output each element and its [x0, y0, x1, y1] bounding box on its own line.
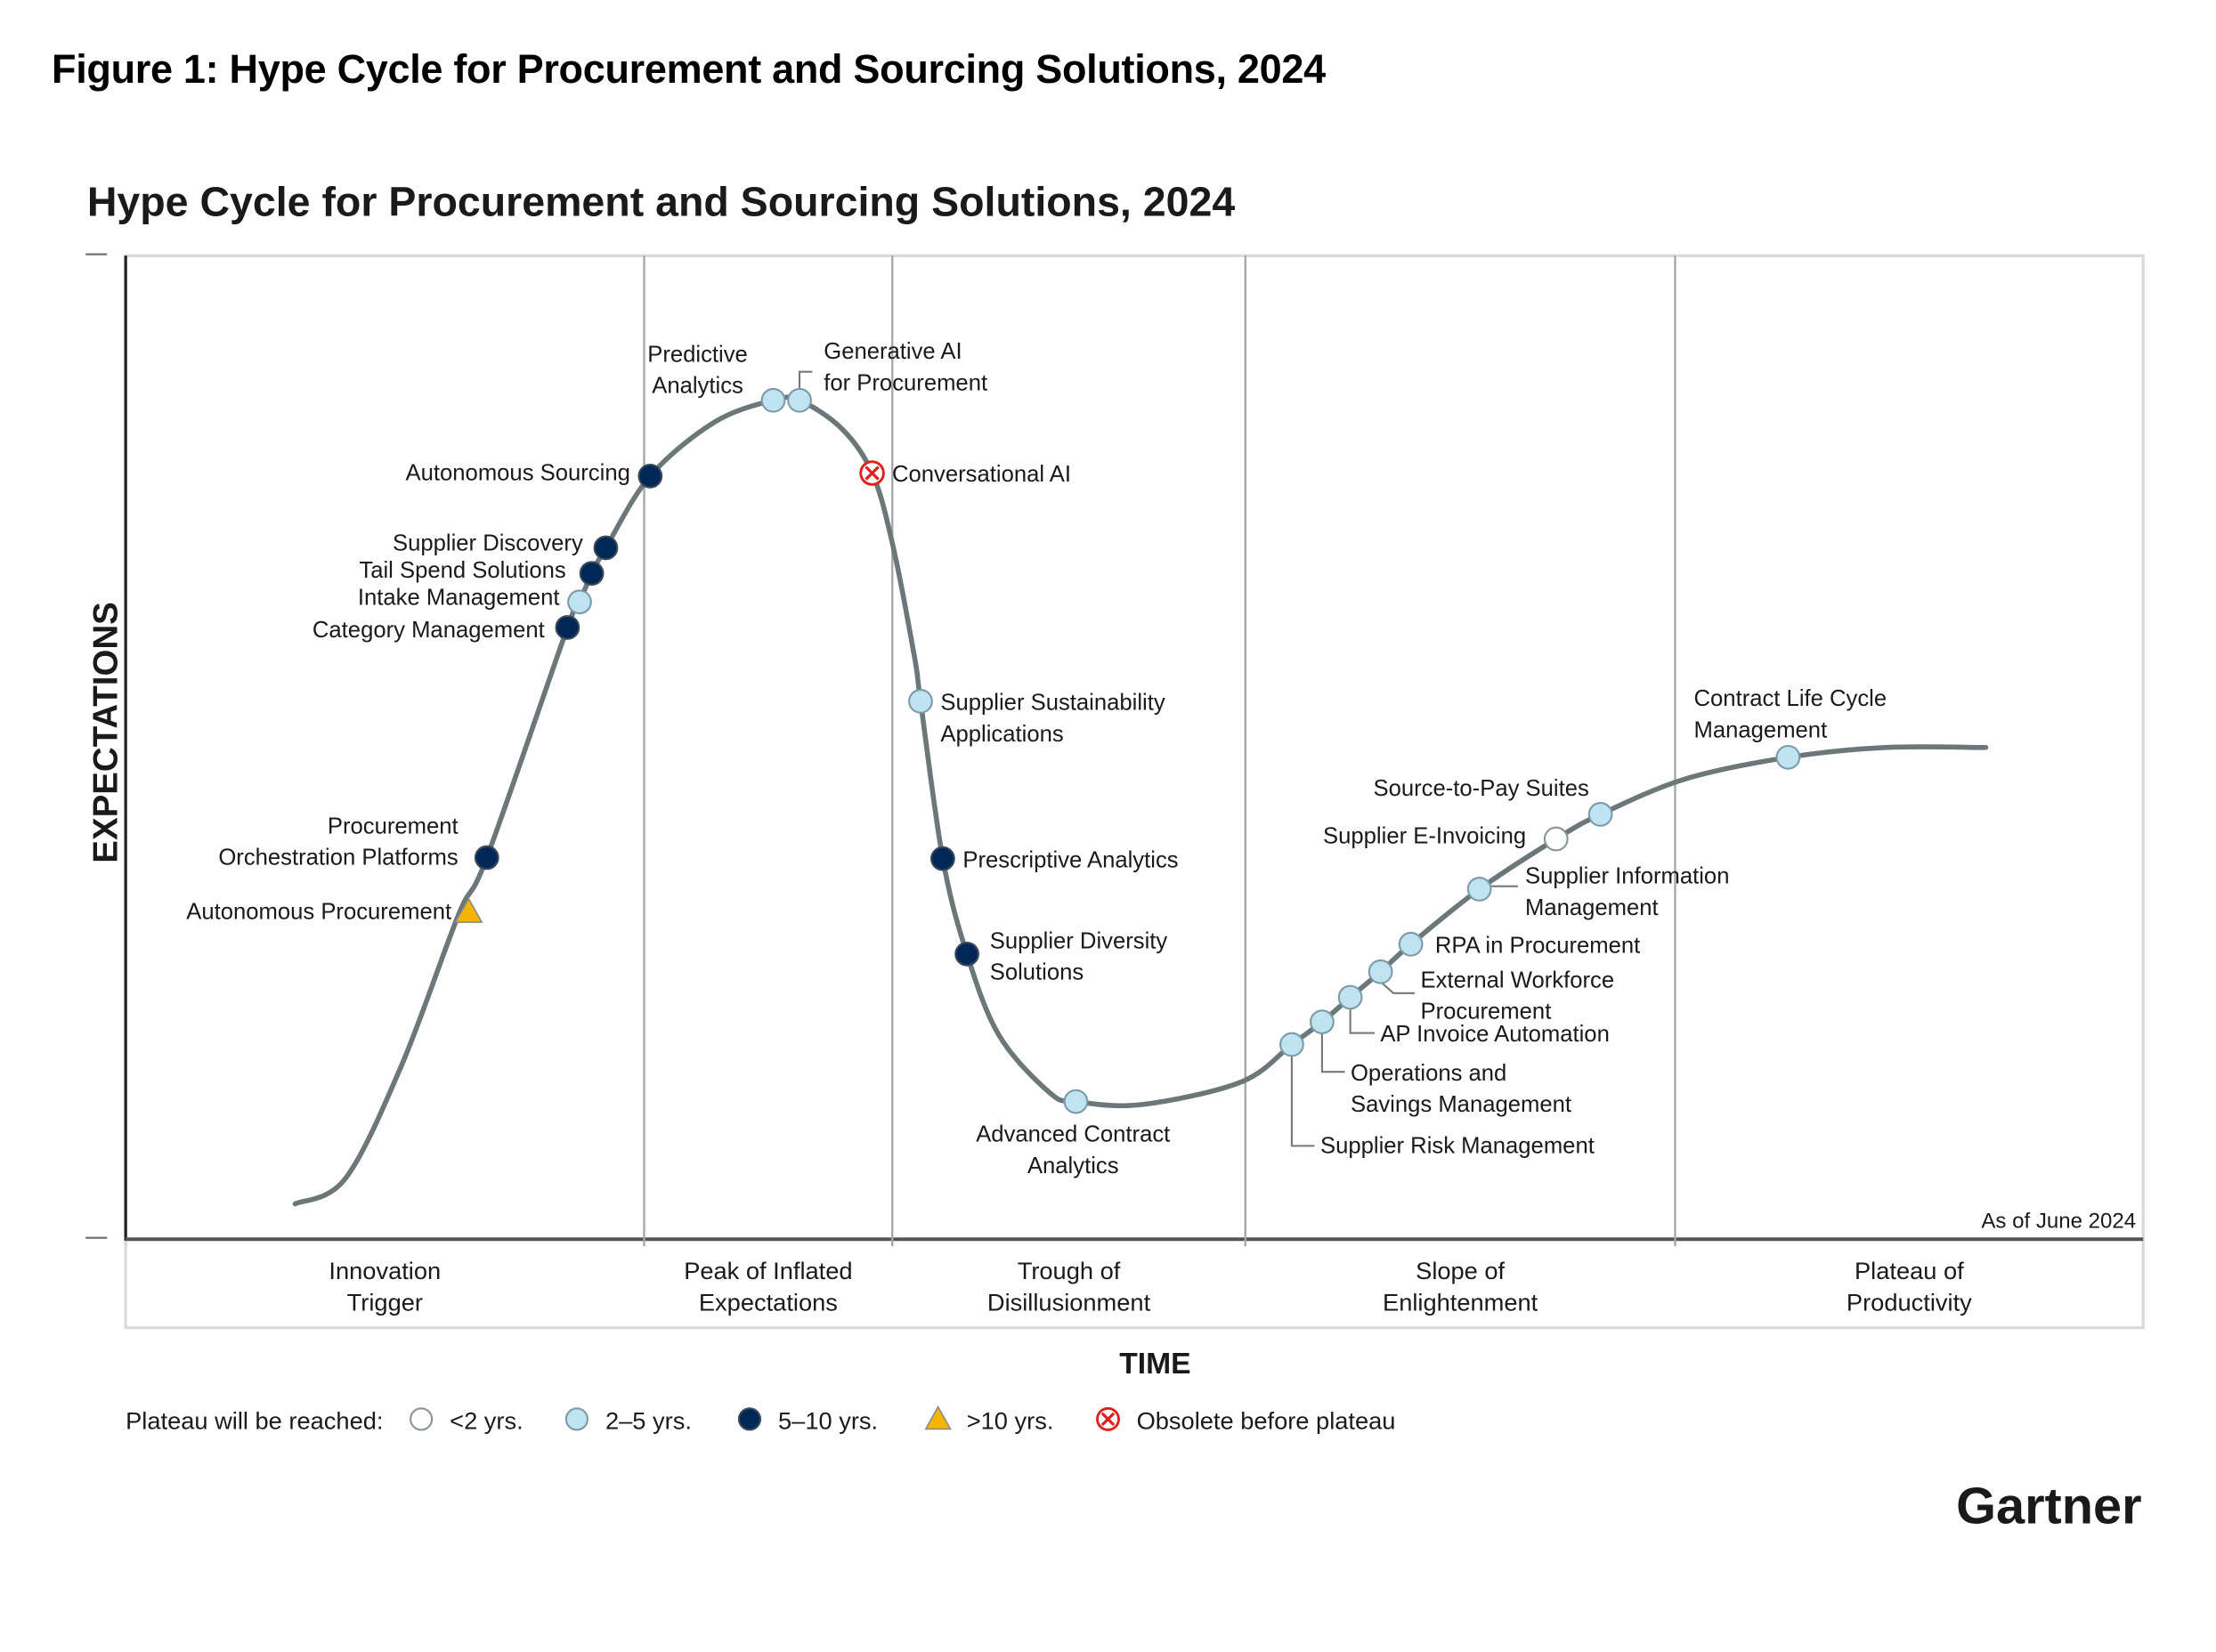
technology-labels: Autonomous Procurement Procurement Orchest… [186, 339, 1887, 1178]
point-marker [1775, 744, 1801, 770]
legend-marker-obsolete [1096, 1406, 1120, 1431]
point-marker [1310, 1009, 1335, 1034]
leader-line [1349, 1007, 1375, 1034]
point-marker [593, 535, 619, 561]
leader-line [1379, 981, 1416, 994]
point-marker [930, 846, 955, 871]
leader-line [1290, 1054, 1315, 1147]
point-label: Generative AI for Procurement [824, 339, 987, 395]
chart-title: Hype Cycle for Procurement and Sourcing … [87, 178, 1236, 224]
point-label: Supplier Information Management [1525, 863, 1729, 919]
chart-frame [85, 253, 2145, 1330]
leader-line [1320, 1032, 1345, 1073]
point-marker [1279, 1032, 1304, 1057]
point-label: Advanced Contract Analytics [976, 1122, 1170, 1178]
point-label: Supplier Discovery [393, 531, 583, 556]
as-of-label: As of June 2024 [1981, 1209, 2136, 1233]
point-label: Predictive Analytics [647, 342, 748, 398]
point-label: Procurement Orchestration Platforms [218, 814, 458, 870]
legend-label-2to5: 2–5 yrs. [605, 1407, 692, 1435]
point-label: Supplier Sustainability Applications [940, 690, 1165, 746]
point-label: Conversational AI [892, 462, 1071, 487]
phase-label: Plateau of [1855, 1257, 1964, 1284]
technology-points [454, 387, 1801, 1114]
point-marker [1063, 1089, 1089, 1114]
phase-label: Peak of Inflated [684, 1257, 852, 1284]
point-marker [555, 615, 580, 640]
point-label: Operations and Savings Management [1351, 1061, 1571, 1117]
point-marker [1398, 931, 1424, 957]
legend-label-obsolete: Obsolete before plateau [1137, 1407, 1396, 1435]
point-label: AP Invoice Automation [1380, 1022, 1610, 1047]
point-marker [908, 688, 933, 714]
phase-label: Trough of [1018, 1257, 1121, 1284]
point-label: External Workforce Procurement [1421, 968, 1615, 1024]
phase-labels: Innovation Trigger Peak of Inflated Expecta… [329, 1257, 1972, 1316]
phase-label: Productivity [1847, 1288, 1972, 1316]
point-marker [1587, 802, 1613, 827]
phase-label: Slope of [1416, 1257, 1505, 1284]
point-marker [787, 387, 812, 413]
point-marker [1368, 959, 1393, 984]
leader-lines [798, 370, 1518, 1147]
point-label: Prescriptive Analytics [962, 847, 1178, 872]
legend-label-5to10: 5–10 yrs. [778, 1407, 878, 1435]
hype-curve [292, 394, 1989, 1207]
legend-label-lt2: <2 yrs. [450, 1407, 524, 1435]
point-marker [637, 463, 663, 489]
legend-title: Plateau will be reached: [126, 1407, 383, 1435]
phase-label: Trigger [347, 1288, 423, 1316]
point-marker [859, 460, 885, 486]
gartner-logo: Gartner [1956, 1478, 2142, 1535]
point-label: Autonomous Sourcing [406, 461, 630, 486]
phase-label: Innovation [329, 1257, 441, 1284]
legend-marker-gt10 [924, 1405, 952, 1430]
point-marker [760, 387, 786, 413]
plot-border [124, 254, 2145, 1330]
figure-title: Figure 1: Hype Cycle for Procurement and… [52, 46, 1326, 92]
point-marker [1543, 826, 1569, 852]
point-marker [579, 561, 605, 587]
legend-marker-lt2 [410, 1407, 434, 1431]
point-label: Category Management [313, 618, 545, 643]
point-label: Supplier Diversity Solutions [990, 928, 1168, 984]
legend-marker-2to5 [564, 1407, 588, 1431]
point-label: RPA in Procurement [1435, 933, 1640, 958]
point-label: Autonomous Procurement [186, 899, 451, 924]
x-axis-label: TIME [1119, 1348, 1190, 1381]
legend: Plateau will be reached: <2 yrs. 2–5 yrs.… [126, 1405, 1396, 1435]
phase-label: Disillusionment [987, 1288, 1151, 1316]
point-label: Contract Life Cycle Management [1694, 686, 1887, 742]
legend-label-gt10: >10 yrs. [967, 1407, 1054, 1435]
point-marker [567, 589, 592, 615]
leader-line [798, 370, 813, 391]
point-label: Tail Spend Solutions [359, 558, 565, 583]
legend-marker-5to10 [737, 1407, 762, 1431]
point-marker [954, 941, 979, 967]
point-label: Intake Management [358, 585, 560, 610]
y-axis-label: EXPECTATIONS [87, 602, 126, 863]
point-marker [454, 896, 483, 923]
point-marker [1466, 877, 1492, 902]
point-marker [1337, 984, 1363, 1010]
phase-label: Expectations [699, 1288, 838, 1316]
point-label: Supplier E-Invoicing [1323, 823, 1526, 848]
point-label: Supplier Risk Management [1320, 1133, 1595, 1158]
point-marker [474, 845, 499, 871]
phase-label: Enlightenment [1383, 1288, 1538, 1316]
point-label: Source-to-Pay Suites [1374, 776, 1589, 801]
